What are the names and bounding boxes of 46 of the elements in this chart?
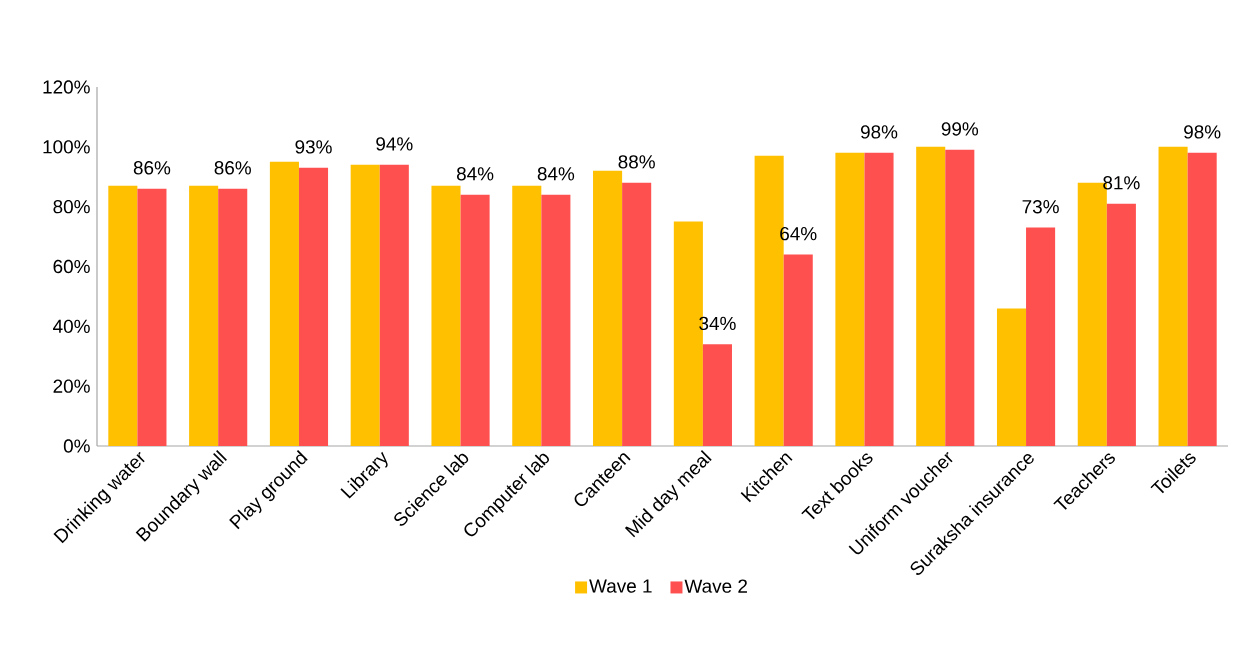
- legend-label: Wave 1: [589, 579, 652, 593]
- bar: [1158, 146, 1188, 446]
- bar: [835, 152, 865, 446]
- data-label: 81%: [1103, 176, 1140, 190]
- bar: [864, 152, 894, 446]
- y-tick-label: 40%: [53, 319, 90, 334]
- bar: [350, 164, 380, 446]
- bar: [218, 188, 248, 446]
- y-tick-label: 80%: [53, 199, 90, 214]
- bar: [137, 188, 167, 446]
- data-label: 94%: [376, 137, 413, 151]
- data-label: 88%: [618, 155, 655, 169]
- y-tick-label: 60%: [53, 259, 90, 274]
- bar: [996, 308, 1027, 446]
- data-label: 98%: [1184, 125, 1221, 139]
- bar: [460, 194, 490, 446]
- bar: [512, 185, 542, 446]
- bar: [1026, 227, 1056, 446]
- bar: [379, 164, 409, 446]
- bar: [108, 185, 138, 446]
- data-label: 93%: [295, 140, 332, 154]
- bar: [783, 254, 813, 446]
- bar: [431, 185, 461, 446]
- y-tick-label: 0%: [63, 439, 90, 453]
- data-label: 73%: [1022, 200, 1059, 214]
- bar: [593, 170, 623, 446]
- data-label: 84%: [456, 167, 494, 181]
- data-label: 99%: [941, 122, 979, 136]
- bar: [622, 182, 652, 446]
- bar: [189, 185, 219, 446]
- bar: [541, 194, 571, 446]
- y-tick-label: 100%: [43, 140, 90, 154]
- bar: [702, 344, 732, 446]
- data-label: 86%: [214, 161, 251, 175]
- bar: [945, 149, 975, 446]
- data-label: 86%: [133, 161, 171, 175]
- data-label: 84%: [537, 167, 575, 181]
- bar: [916, 146, 946, 446]
- bar: [1187, 152, 1217, 446]
- legend-label: Wave 2: [684, 579, 747, 593]
- bar: [269, 161, 299, 446]
- y-tick-label: 20%: [53, 379, 90, 393]
- y-tick-label: 120%: [43, 80, 90, 94]
- bar: [298, 167, 329, 446]
- data-label: 98%: [860, 125, 898, 139]
- bar: [1106, 203, 1136, 446]
